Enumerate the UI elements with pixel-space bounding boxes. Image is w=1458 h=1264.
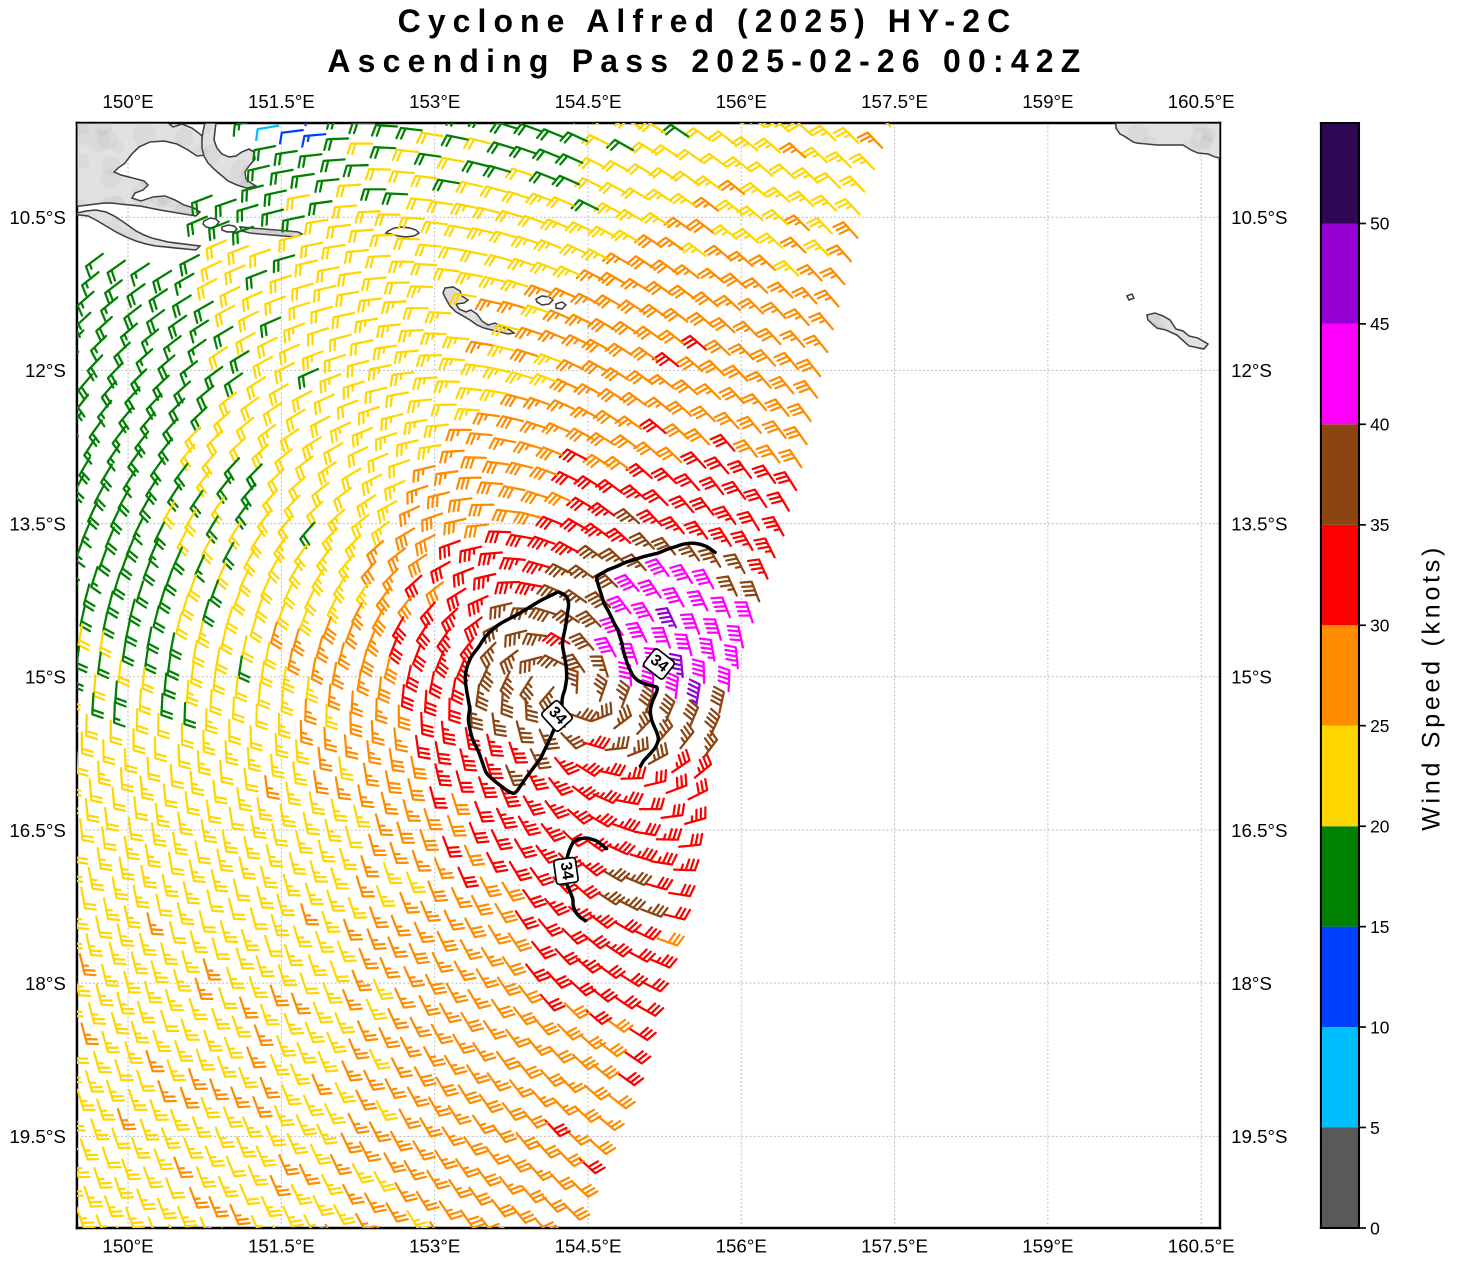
svg-text:Ascending Pass 2025-02-26 00:4: Ascending Pass 2025-02-26 00:42Z	[327, 43, 1087, 79]
svg-text:Cyclone Alfred (2025) HY-2C: Cyclone Alfred (2025) HY-2C	[398, 3, 1018, 39]
svg-text:151.5°E: 151.5°E	[248, 1236, 315, 1257]
svg-text:12°S: 12°S	[1231, 360, 1272, 381]
svg-text:50: 50	[1370, 214, 1389, 234]
svg-text:45: 45	[1370, 314, 1389, 334]
svg-text:16.5°S: 16.5°S	[1231, 820, 1287, 841]
svg-text:5: 5	[1370, 1118, 1380, 1138]
svg-text:15°S: 15°S	[25, 667, 66, 688]
svg-text:160.5°E: 160.5°E	[1168, 1236, 1235, 1257]
svg-text:40: 40	[1370, 415, 1389, 435]
svg-text:18°S: 18°S	[1231, 973, 1272, 994]
svg-text:35: 35	[1370, 515, 1389, 535]
svg-text:156°E: 156°E	[716, 91, 767, 112]
svg-text:154.5°E: 154.5°E	[555, 91, 622, 112]
svg-text:156°E: 156°E	[716, 1236, 767, 1257]
svg-text:25: 25	[1370, 716, 1389, 736]
svg-text:13.5°S: 13.5°S	[9, 513, 65, 534]
svg-text:18°S: 18°S	[25, 973, 66, 994]
svg-text:0: 0	[1370, 1218, 1380, 1238]
svg-text:150°E: 150°E	[102, 91, 153, 112]
svg-text:157.5°E: 157.5°E	[861, 91, 928, 112]
svg-text:159°E: 159°E	[1022, 1236, 1073, 1257]
svg-text:34: 34	[557, 861, 576, 881]
svg-text:151.5°E: 151.5°E	[248, 91, 315, 112]
svg-text:150°E: 150°E	[102, 1236, 153, 1257]
svg-text:153°E: 153°E	[409, 91, 460, 112]
svg-text:19.5°S: 19.5°S	[9, 1126, 65, 1147]
svg-text:30: 30	[1370, 616, 1389, 636]
svg-text:13.5°S: 13.5°S	[1231, 513, 1287, 534]
svg-text:157.5°E: 157.5°E	[861, 1236, 928, 1257]
svg-text:Wind Speed (knots): Wind Speed (knots)	[1417, 544, 1445, 831]
svg-text:16.5°S: 16.5°S	[9, 820, 65, 841]
svg-text:15°S: 15°S	[1231, 667, 1272, 688]
svg-text:153°E: 153°E	[409, 1236, 460, 1257]
svg-text:15: 15	[1370, 917, 1389, 937]
svg-text:20: 20	[1370, 816, 1389, 836]
svg-text:10.5°S: 10.5°S	[1231, 207, 1287, 228]
svg-text:160.5°E: 160.5°E	[1168, 91, 1235, 112]
svg-text:19.5°S: 19.5°S	[1231, 1126, 1287, 1147]
svg-text:10.5°S: 10.5°S	[9, 207, 65, 228]
svg-text:159°E: 159°E	[1022, 91, 1073, 112]
svg-text:12°S: 12°S	[25, 360, 66, 381]
svg-text:154.5°E: 154.5°E	[555, 1236, 622, 1257]
svg-text:10: 10	[1370, 1017, 1389, 1037]
